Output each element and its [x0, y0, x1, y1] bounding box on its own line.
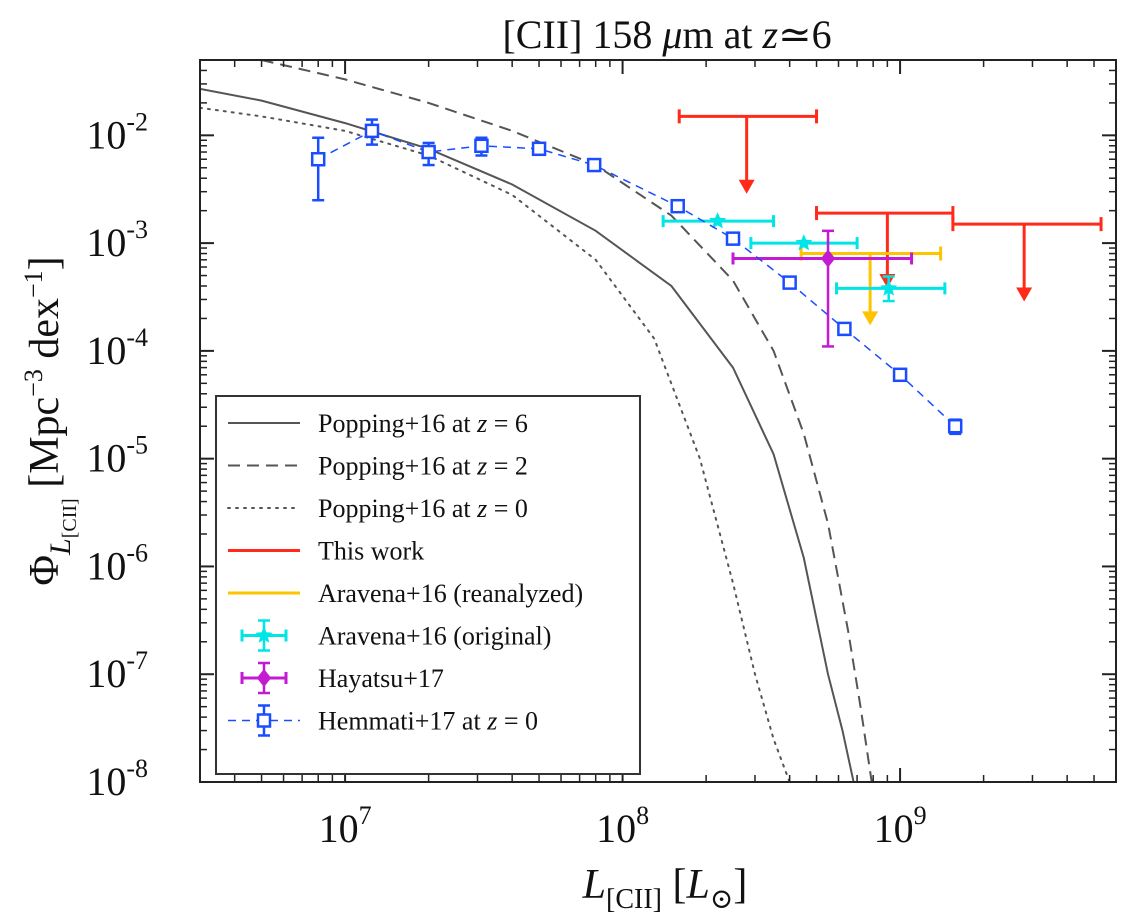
legend-label: Popping+16 at z = 6 — [318, 409, 528, 438]
square-marker — [364, 123, 380, 139]
legend-label: This work — [318, 537, 424, 566]
x-tick-label: 107 — [319, 801, 372, 851]
square-marker — [421, 144, 436, 160]
legend-entry: Hayatsu+17 — [240, 661, 444, 695]
series-connector — [317, 130, 956, 427]
x-axis-label: L[CII] [L⊙] — [582, 862, 748, 915]
star-marker — [880, 279, 898, 296]
y-tick-label: 10-6 — [86, 538, 148, 588]
legend-entry: Popping+16 at z = 2 — [228, 452, 528, 481]
legend-label: Aravena+16 (reanalyzed) — [318, 579, 583, 608]
legend-entry: Aravena+16 (reanalyzed) — [228, 579, 583, 608]
legend-entry: Popping+16 at z = 0 — [227, 494, 528, 523]
y-tick-label: 10-8 — [86, 754, 148, 804]
legend-label: Aravena+16 (original) — [318, 622, 551, 651]
square-marker — [310, 151, 326, 167]
legend: Popping+16 at z = 6 Popping+16 at z = 2 Po… — [215, 395, 641, 775]
y-tick-label: 10-3 — [86, 215, 148, 265]
chart-labels: [CII] 158 μm at z≃6 L[CII] [L⊙] ΦL[CII] [M… — [19, 12, 832, 915]
y-tick-label: 10-2 — [86, 107, 148, 157]
legend-label: Popping+16 at z = 0 — [318, 494, 528, 523]
legend-box — [215, 395, 641, 775]
x-tick-label: 109 — [874, 801, 927, 851]
limit-arrow-head — [738, 179, 755, 194]
legend-label: Popping+16 at z = 2 — [318, 452, 528, 481]
square-marker — [586, 157, 602, 173]
star-marker — [795, 234, 813, 251]
square-marker — [837, 321, 852, 337]
y-tick-label: 10-7 — [86, 646, 148, 696]
limit-arrow-head — [862, 311, 879, 326]
square-marker — [670, 198, 685, 214]
square-marker — [947, 418, 963, 434]
y-tick-label: 10-4 — [86, 323, 148, 373]
legend-entry: Aravena+16 (original) — [240, 619, 551, 652]
model-curves — [200, 60, 873, 782]
curve-dashed — [261, 60, 873, 782]
limit-arrow-head — [1016, 287, 1033, 302]
series-upper-limit — [677, 109, 1103, 302]
series-errorbar — [310, 118, 963, 436]
axis-ticks: 107 108 109 10-2 10-3 10-4 10-5 10-6 10-7 10-8 — [86, 60, 1116, 851]
series-errorbar — [731, 229, 914, 348]
data-points — [310, 109, 1103, 436]
square-marker — [782, 275, 797, 290]
x-tick-label: 108 — [596, 801, 649, 851]
diamond-marker — [256, 669, 272, 687]
star-marker — [709, 212, 727, 229]
curve-solid — [200, 87, 855, 782]
square-marker — [256, 713, 272, 728]
square-marker — [725, 231, 741, 246]
square-marker — [531, 141, 547, 157]
square-marker — [474, 138, 489, 154]
curve-dotted — [200, 106, 791, 782]
legend-label: Hemmati+17 at z = 0 — [318, 707, 538, 736]
square-marker — [892, 367, 908, 383]
legend-entry: Popping+16 at z = 6 — [228, 409, 528, 438]
star-marker — [255, 626, 273, 643]
legend-label: Hayatsu+17 — [318, 664, 444, 693]
chart-title: [CII] 158 μm at z≃6 — [502, 12, 831, 57]
y-axis-label: ΦL[CII] [Mpc−3 dex−1] — [19, 256, 81, 585]
legend-entry: This work — [228, 537, 424, 566]
legend-entry: Hemmati+17 at z = 0 — [228, 704, 538, 737]
y-tick-label: 10-5 — [86, 431, 148, 481]
diamond-marker — [820, 249, 836, 268]
series-errorbar — [661, 212, 947, 303]
plot-frame — [199, 59, 1117, 783]
